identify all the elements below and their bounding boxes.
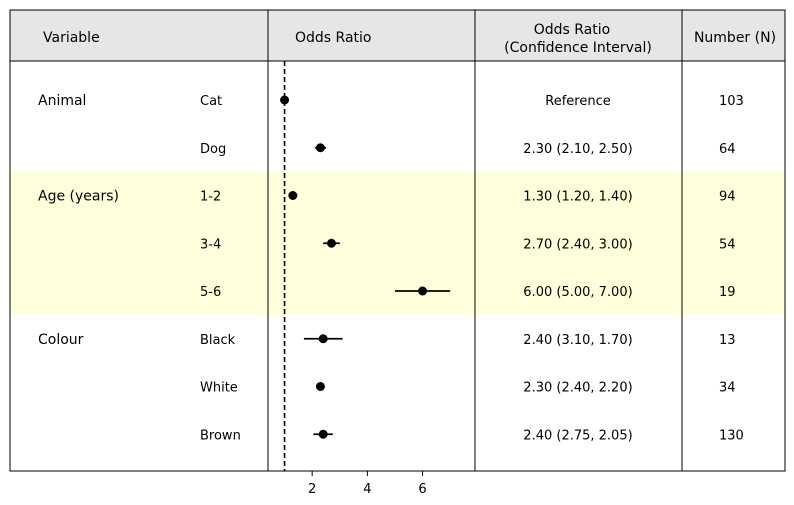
odds-ratio-point [280,95,290,105]
group-label: Age (years) [38,189,119,205]
ci-text: 2.40 (2.75, 2.05) [523,428,632,443]
ci-text: 1.30 (1.20, 1.40) [523,190,632,205]
x-tick-label: 2 [308,482,316,497]
level-label: 3-4 [200,237,221,252]
x-tick-label: 4 [363,482,371,497]
odds-ratio-point [288,191,298,200]
header-ci-line1: Odds Ratio [534,22,610,38]
level-label: Black [200,333,236,348]
group-label: Colour [38,332,84,348]
odds-ratio-point [315,382,325,391]
table-border [9,9,786,472]
x-tick-label: 6 [418,482,426,497]
level-label: Dog [200,142,226,157]
highlight-layer [10,171,785,315]
marks-layer [280,95,451,439]
n-value: 94 [719,190,736,205]
header-odds-ratio: Odds Ratio [295,30,371,46]
ci-text: Reference [545,94,610,109]
header-band [10,10,785,61]
group-label: Animal [38,93,86,109]
level-label: 1-2 [200,190,221,205]
header-variable: Variable [43,30,100,46]
level-label: 5-6 [200,285,221,300]
n-value: 130 [719,428,744,443]
header-number: Number (N) [694,30,776,46]
n-value: 34 [719,381,736,396]
header-ci-line2: (Confidence Interval) [504,40,652,56]
x-axis-ticks: 2 4 6 [308,471,427,497]
highlight-band [10,171,785,315]
ci-text: 2.30 (2.40, 2.20) [523,381,632,396]
ci-text: 2.30 (2.10, 2.50) [523,142,632,157]
ci-text: 2.70 (2.40, 3.00) [523,237,632,252]
odds-ratio-point [318,429,328,439]
n-value: 64 [719,142,736,157]
ci-text: 2.40 (3.10, 1.70) [523,333,632,348]
odds-ratio-point [326,238,336,248]
n-value: 103 [719,94,744,109]
ci-text: 6.00 (5.00, 7.00) [523,285,632,300]
n-value: 19 [719,285,736,300]
odds-ratio-point [418,286,428,296]
odds-ratio-point [318,334,328,344]
odds-ratio-point [315,143,325,153]
level-label: Cat [200,94,222,109]
level-label: White [200,381,238,396]
level-label: Brown [200,428,241,443]
rows-layer: Animal Cat Reference 103 Dog 2.30 (2.10, 2.50… [38,93,744,443]
n-value: 54 [719,237,736,252]
n-value: 13 [719,333,736,348]
